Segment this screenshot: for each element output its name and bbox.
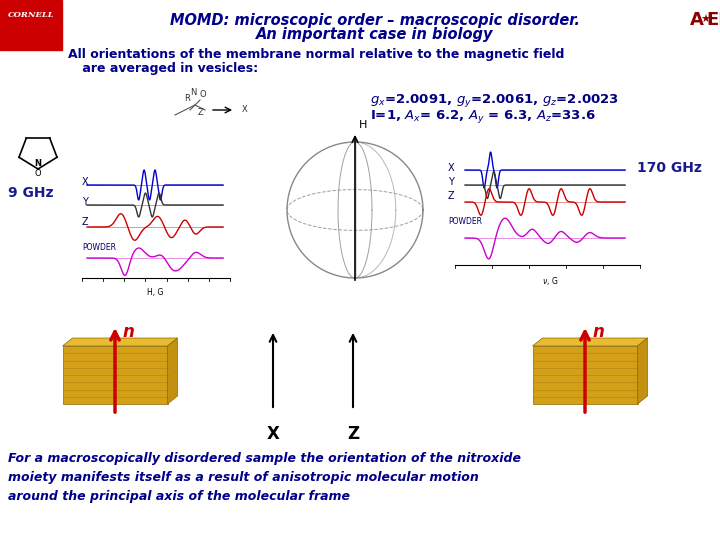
Text: 170 GHz: 170 GHz [637, 161, 702, 175]
Text: N: N [35, 159, 42, 168]
Text: Z: Z [82, 217, 89, 227]
Text: I=1, $A_x$= 6.2, $A_y$ = 6.3, $A_z$=33.6: I=1, $A_x$= 6.2, $A_y$ = 6.3, $A_z$=33.6 [370, 108, 595, 125]
Text: POWDER: POWDER [448, 218, 482, 226]
Text: $\nu$, G: $\nu$, G [542, 275, 558, 287]
Text: R: R [184, 94, 190, 103]
Text: are averaged in vesicles:: are averaged in vesicles: [78, 62, 258, 75]
Text: O: O [199, 90, 207, 99]
Bar [533, 346, 637, 404]
Text: Y: Y [448, 177, 454, 187]
Text: X: X [82, 177, 89, 187]
Text: CORNELL: CORNELL [8, 11, 54, 19]
Text: X: X [266, 425, 279, 443]
Text: Z: Z [197, 108, 203, 117]
Text: $g_x$=2.0091, $g_y$=2.0061, $g_z$=2.0023: $g_x$=2.0091, $g_y$=2.0061, $g_z$=2.0023 [370, 92, 619, 109]
Text: O: O [35, 170, 41, 178]
Text: n: n [122, 323, 134, 341]
Text: An important case in biology: An important case in biology [256, 27, 494, 42]
Text: ERT: ERT [706, 11, 720, 29]
Text: 9 GHz: 9 GHz [8, 186, 53, 200]
Polygon shape [63, 338, 178, 346]
Bar [0, 0, 62, 50]
Bar [63, 346, 168, 404]
Text: A: A [690, 11, 704, 29]
Polygon shape [637, 338, 647, 404]
Text: ★: ★ [700, 15, 710, 25]
Text: Y: Y [82, 197, 88, 207]
Text: POWDER: POWDER [82, 244, 116, 253]
Text: X: X [448, 163, 454, 173]
Text: X: X [242, 105, 248, 114]
Text: All orientations of the membrane normal relative to the magnetic field: All orientations of the membrane normal … [68, 48, 564, 61]
Text: N: N [190, 88, 196, 97]
Polygon shape [168, 338, 178, 404]
Polygon shape [533, 338, 647, 346]
Text: H, G: H, G [147, 288, 163, 297]
Text: Z: Z [448, 191, 454, 201]
Text: MOMD: microscopic order – macroscopic disorder.: MOMD: microscopic order – macroscopic di… [170, 13, 580, 28]
Text: n: n [592, 323, 604, 341]
Text: For a macroscopically disordered sample the orientation of the nitroxide
moiety : For a macroscopically disordered sample … [8, 452, 521, 503]
Text: H: H [359, 120, 367, 130]
Text: Z: Z [347, 425, 359, 443]
